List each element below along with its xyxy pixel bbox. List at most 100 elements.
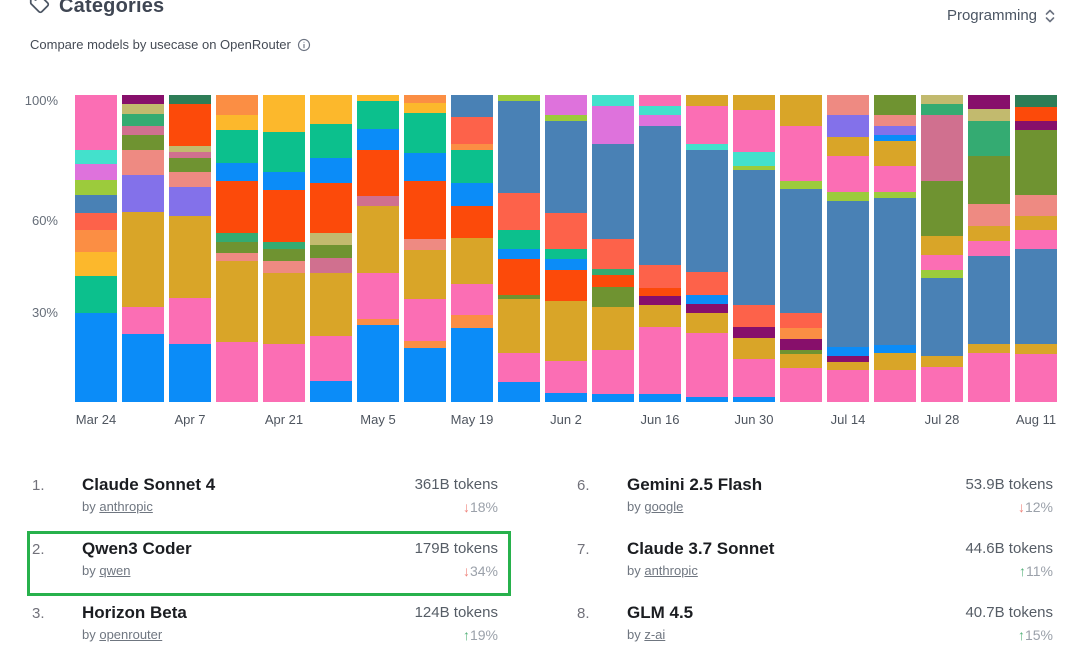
bar-segment[interactable] [921, 277, 963, 356]
bar-segment[interactable] [827, 362, 869, 370]
bar-segment[interactable] [639, 115, 681, 126]
bar-segment[interactable] [545, 213, 587, 249]
bar-segment[interactable] [216, 253, 258, 261]
bar-segment[interactable] [216, 233, 258, 243]
bar-segment[interactable] [357, 325, 399, 402]
bar-segment[interactable] [310, 182, 352, 234]
bar-segment[interactable] [310, 336, 352, 381]
bar-segment[interactable] [592, 274, 634, 287]
bar-segment[interactable] [451, 182, 493, 206]
bar-segment[interactable] [921, 254, 963, 271]
bar-segment[interactable] [169, 104, 211, 146]
bar-segment[interactable] [310, 233, 352, 246]
bar-segment[interactable] [75, 276, 117, 313]
bar-segment[interactable] [357, 205, 399, 274]
bar-segment[interactable] [733, 151, 775, 166]
model-name[interactable]: Qwen3 Coder [82, 539, 192, 558]
bar-segment[interactable] [498, 382, 540, 402]
info-icon[interactable] [297, 38, 311, 52]
bar-segment[interactable] [780, 313, 822, 329]
bar-segment[interactable] [733, 110, 775, 152]
bar-segment[interactable] [733, 170, 775, 306]
bar-segment[interactable] [404, 95, 446, 103]
bar-segment[interactable] [404, 299, 446, 341]
bar-segment[interactable] [968, 108, 1010, 122]
bar-segment[interactable] [921, 95, 963, 105]
bar-segment[interactable] [733, 95, 775, 111]
bar-segment[interactable] [968, 95, 1010, 109]
bar-segment[interactable] [75, 213, 117, 231]
bar-segment[interactable] [639, 296, 681, 306]
bar-segment[interactable] [874, 165, 916, 192]
bar-segment[interactable] [75, 150, 117, 165]
bar-segment[interactable] [498, 294, 540, 300]
bar-segment[interactable] [874, 95, 916, 116]
bar-segment[interactable] [310, 257, 352, 274]
bar-segment[interactable] [310, 158, 352, 183]
bar-segment[interactable] [874, 369, 916, 402]
author-link[interactable]: anthropic [99, 499, 153, 514]
bar-segment[interactable] [827, 191, 869, 201]
bar-segment[interactable] [498, 101, 540, 194]
model-row[interactable]: 2. Qwen3 Coder by qwen 179B tokens ↓34% [27, 531, 511, 596]
bar-segment[interactable] [169, 157, 211, 172]
bar-segment[interactable] [827, 95, 869, 116]
bar-segment[interactable] [874, 125, 916, 135]
bar-segment[interactable] [216, 342, 258, 402]
bar-segment[interactable] [780, 125, 822, 182]
bar-segment[interactable] [75, 194, 117, 214]
bar-segment[interactable] [404, 102, 446, 114]
model-name[interactable]: Horizon Beta [82, 603, 187, 622]
bar-segment[interactable] [75, 251, 117, 277]
model-row[interactable]: 3. Horizon Beta by openrouter 124B tokens ↑1… [32, 602, 498, 654]
bar-segment[interactable] [122, 104, 164, 114]
bar-segment[interactable] [733, 305, 775, 327]
bar-segment[interactable] [1015, 121, 1057, 131]
bar-segment[interactable] [357, 101, 399, 129]
bar-segment[interactable] [1015, 343, 1057, 355]
bar-segment[interactable] [639, 288, 681, 297]
bar-segment[interactable] [357, 150, 399, 197]
bar-segment[interactable] [780, 349, 822, 355]
bar-may-19[interactable] [451, 95, 493, 402]
author-link[interactable]: openrouter [99, 627, 163, 642]
bar-segment[interactable] [169, 187, 211, 217]
bar-segment[interactable] [733, 165, 775, 171]
bar-segment[interactable] [780, 181, 822, 189]
bar-segment[interactable] [216, 242, 258, 254]
bar-segment[interactable] [827, 115, 869, 137]
bar-segment[interactable] [780, 188, 822, 314]
author-link[interactable]: anthropic [644, 563, 698, 578]
bar-mar-24[interactable] [75, 95, 117, 402]
bar-segment[interactable] [592, 286, 634, 307]
bar-segment[interactable] [169, 297, 211, 344]
bar-segment[interactable] [75, 179, 117, 195]
bar-segment[interactable] [169, 171, 211, 188]
bar-segment[interactable] [686, 312, 728, 333]
bar-segment[interactable] [310, 273, 352, 337]
bar-jun-30[interactable] [733, 95, 775, 402]
bar-segment[interactable] [545, 121, 587, 214]
bar-segment[interactable] [169, 151, 211, 158]
bar-segment[interactable] [733, 397, 775, 402]
bar-segment[interactable] [545, 259, 587, 271]
bar-jul-28[interactable] [921, 95, 963, 402]
bar-segment[interactable] [357, 128, 399, 151]
bar-segment[interactable] [1015, 95, 1057, 108]
bar-segment[interactable] [686, 397, 728, 402]
bar-segment[interactable] [122, 113, 164, 126]
bar-segment[interactable] [263, 260, 305, 274]
bar-segment[interactable] [1015, 354, 1057, 402]
bar-segment[interactable] [498, 299, 540, 353]
bar-segment[interactable] [216, 115, 258, 131]
bar-segment[interactable] [122, 174, 164, 212]
bar-segment[interactable] [263, 343, 305, 402]
bar-segment[interactable] [451, 205, 493, 238]
bar-segment[interactable] [733, 337, 775, 360]
bar-segment[interactable] [404, 340, 446, 349]
bar-segment[interactable] [404, 153, 446, 181]
bar-segment[interactable] [592, 239, 634, 269]
bar-segment[interactable] [545, 360, 587, 393]
bar-segment[interactable] [310, 380, 352, 402]
bar-segment[interactable] [639, 105, 681, 116]
